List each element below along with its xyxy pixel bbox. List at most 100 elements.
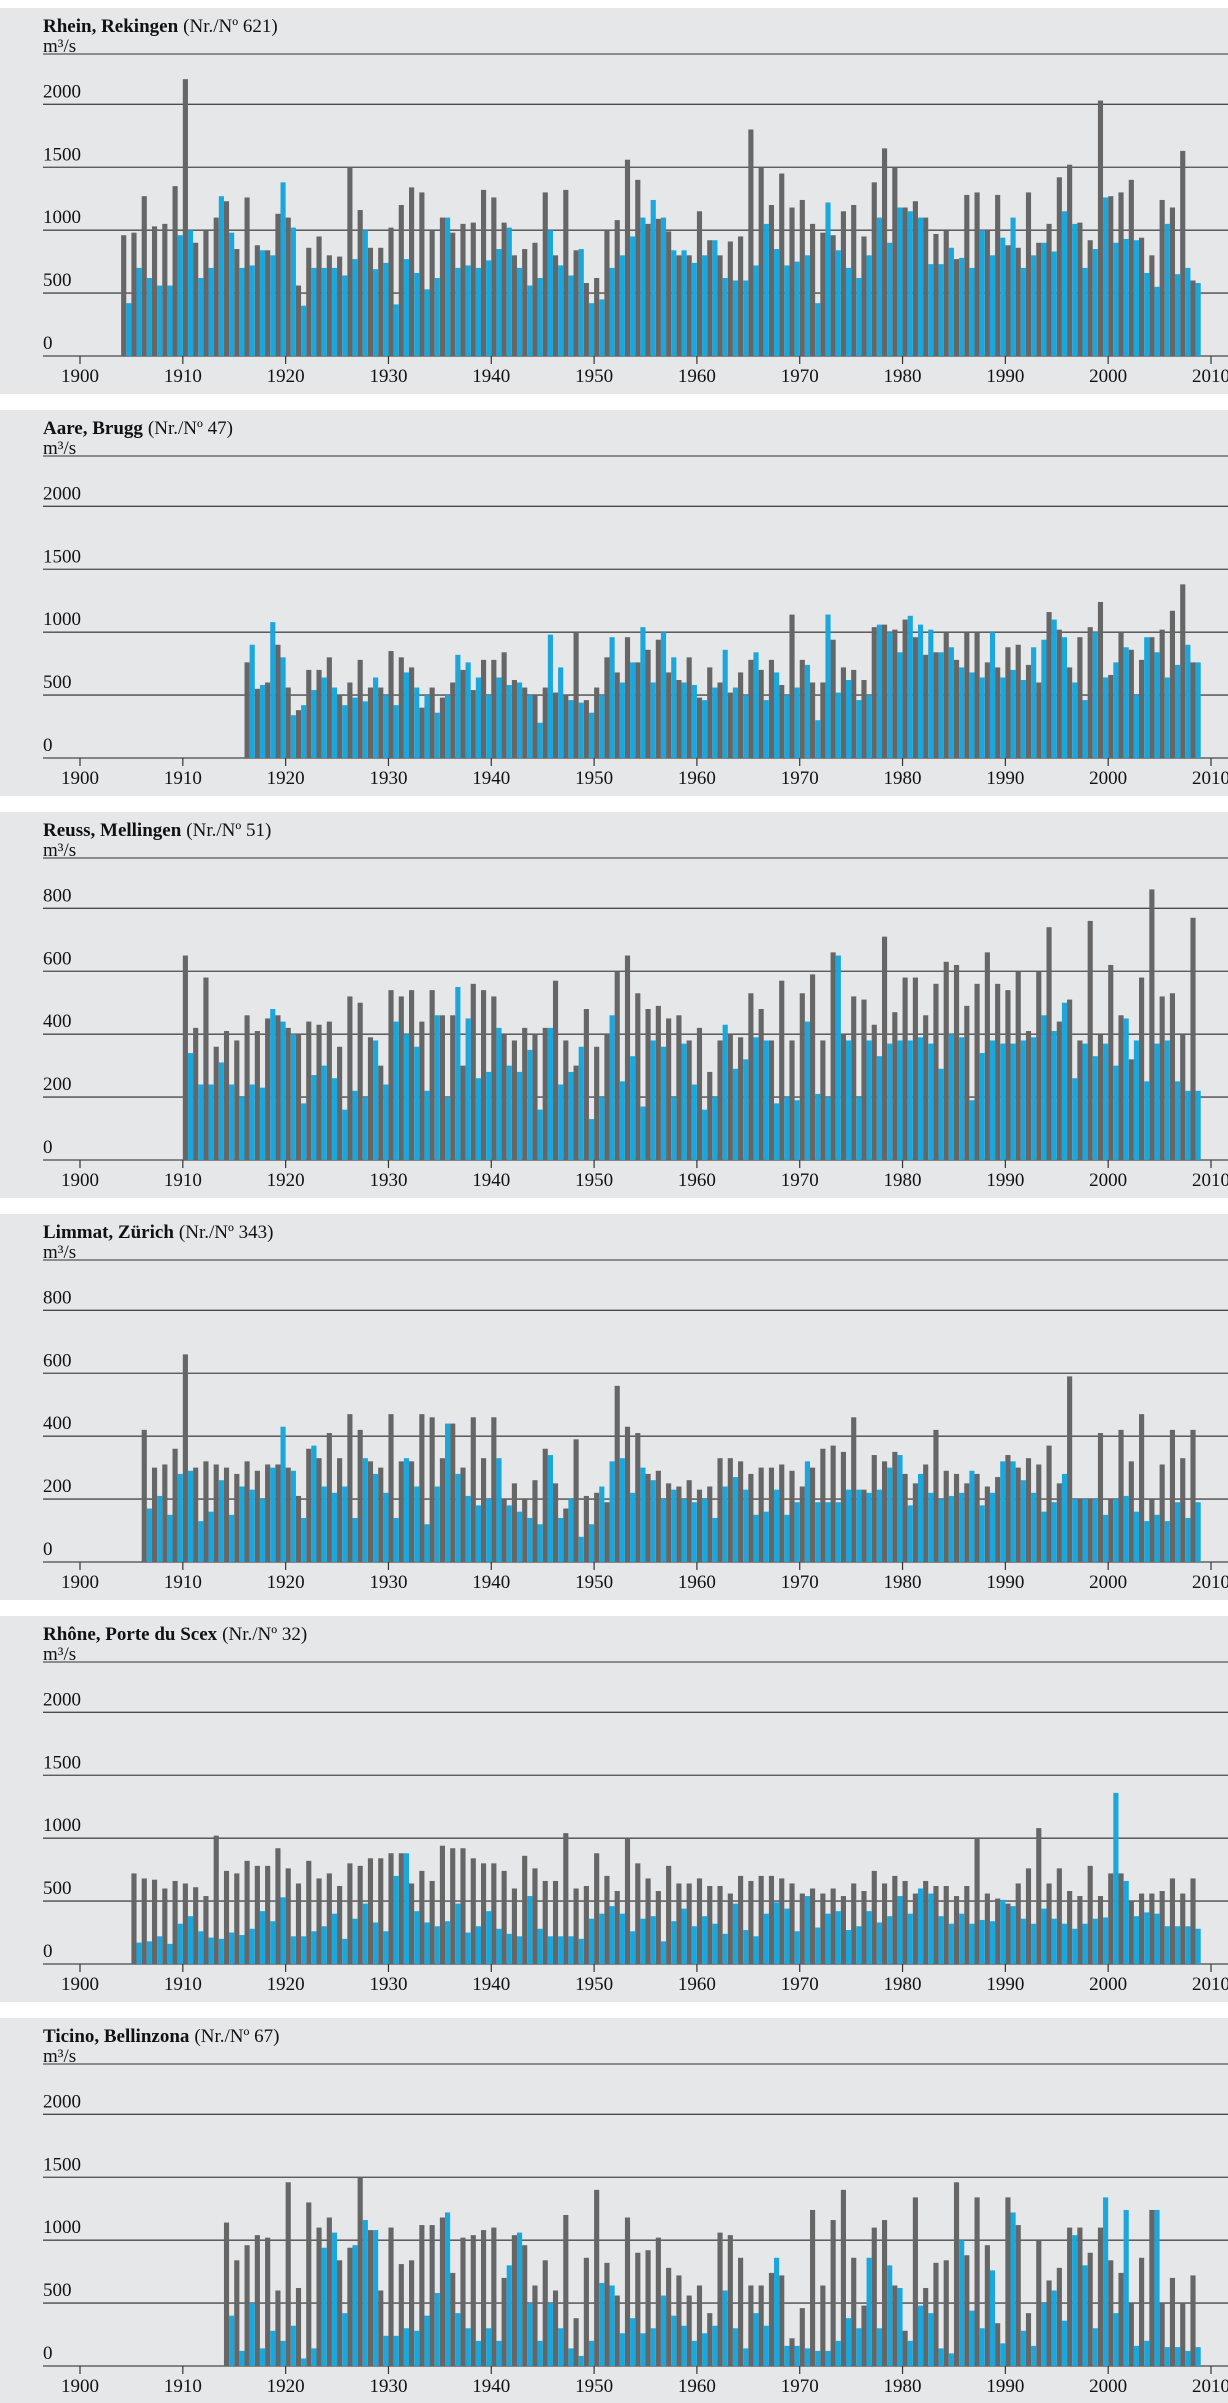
bar: [367, 1037, 374, 1160]
y-axis-label: m³/s: [43, 36, 76, 57]
bar: [1036, 1828, 1042, 1964]
y-tick-label: 2000: [43, 1689, 81, 1710]
bar: [480, 2230, 487, 2366]
bar: [198, 1521, 204, 1562]
bar: [527, 1896, 533, 1964]
x-tick-label: 1990: [986, 2376, 1024, 2397]
bar: [552, 1483, 559, 1562]
bar: [347, 1863, 353, 1964]
bar: [676, 1015, 682, 1160]
bar: [1082, 1499, 1088, 1562]
bar: [491, 2227, 497, 2366]
bar: [1031, 1037, 1037, 1160]
bar: [707, 2313, 713, 2366]
bar: [619, 682, 625, 758]
bar: [1041, 639, 1047, 758]
bar: [768, 659, 775, 758]
bar: [768, 2272, 775, 2366]
bar: [306, 1021, 312, 1160]
bar: [290, 227, 296, 356]
bar: [542, 2260, 548, 2366]
bar: [187, 1053, 194, 1160]
bar: [881, 624, 888, 758]
bar: [825, 614, 831, 758]
bar: [357, 1429, 363, 1562]
bar: [753, 2313, 759, 2366]
bar: [815, 1502, 821, 1562]
bar: [265, 1018, 271, 1160]
bar: [830, 1445, 836, 1562]
bar: [619, 255, 625, 356]
bar: [907, 2340, 913, 2366]
bar: [373, 2230, 379, 2366]
bar: [275, 1464, 281, 1562]
bar: [1046, 612, 1052, 758]
bar: [506, 1065, 512, 1160]
bar: [542, 1880, 548, 1964]
bar: [1000, 677, 1006, 758]
bar: [331, 687, 338, 758]
x-tick-label: 1990: [986, 768, 1024, 789]
bar: [784, 1097, 790, 1160]
bar: [290, 1034, 296, 1160]
bar: [866, 255, 872, 356]
bar: [182, 1354, 188, 1562]
bar: [434, 277, 440, 356]
bar: [979, 1053, 985, 1160]
bar: [861, 2305, 867, 2366]
bar: [429, 2225, 435, 2366]
bar: [1169, 993, 1176, 1160]
bar: [861, 999, 867, 1160]
bar: [1077, 637, 1083, 758]
bar: [743, 695, 749, 758]
y-tick-label: 1000: [43, 609, 81, 630]
bar: [1087, 2252, 1093, 2366]
bar: [1133, 240, 1140, 356]
bar: [342, 1938, 348, 1964]
bar: [984, 2245, 990, 2366]
bar: [1082, 1043, 1088, 1160]
bar: [588, 1119, 595, 1160]
bar: [342, 1109, 348, 1160]
bar: [707, 667, 713, 758]
bar: [758, 167, 764, 356]
bar: [501, 1870, 507, 1964]
bar: [614, 1891, 620, 1964]
bar: [691, 685, 697, 758]
bar: [953, 659, 960, 758]
bar: [660, 1941, 667, 1964]
bar: [491, 659, 497, 758]
bar: [825, 1502, 831, 1562]
bar: [388, 651, 394, 758]
bar: [424, 1922, 430, 1964]
bar: [666, 1483, 672, 1562]
bar: [604, 230, 610, 356]
y-tick-label: 0: [43, 735, 53, 756]
x-tick-label: 1980: [884, 366, 922, 387]
y-tick-label: 0: [43, 2343, 53, 2364]
bar: [547, 1455, 553, 1562]
bar: [218, 196, 224, 356]
y-axis-label: m³/s: [43, 2046, 76, 2067]
bar: [326, 1021, 332, 1160]
bar: [861, 1891, 867, 1964]
bar: [1092, 2328, 1098, 2366]
bar: [624, 955, 631, 1160]
bar: [722, 1024, 728, 1160]
bar: [897, 2287, 903, 2366]
bar: [465, 2328, 471, 2366]
bar: [959, 1913, 965, 1964]
bar: [1180, 150, 1186, 356]
x-tick-label: 2000: [1089, 1572, 1127, 1593]
bar: [121, 235, 127, 356]
bar: [1072, 1078, 1078, 1160]
bar: [172, 186, 178, 356]
bar: [218, 1938, 224, 1964]
bar: [1128, 2303, 1134, 2366]
x-tick-label: 1940: [472, 2376, 510, 2397]
bar: [881, 2220, 888, 2366]
bar: [522, 249, 528, 356]
bar: [912, 1893, 918, 1964]
bar: [928, 2313, 934, 2366]
